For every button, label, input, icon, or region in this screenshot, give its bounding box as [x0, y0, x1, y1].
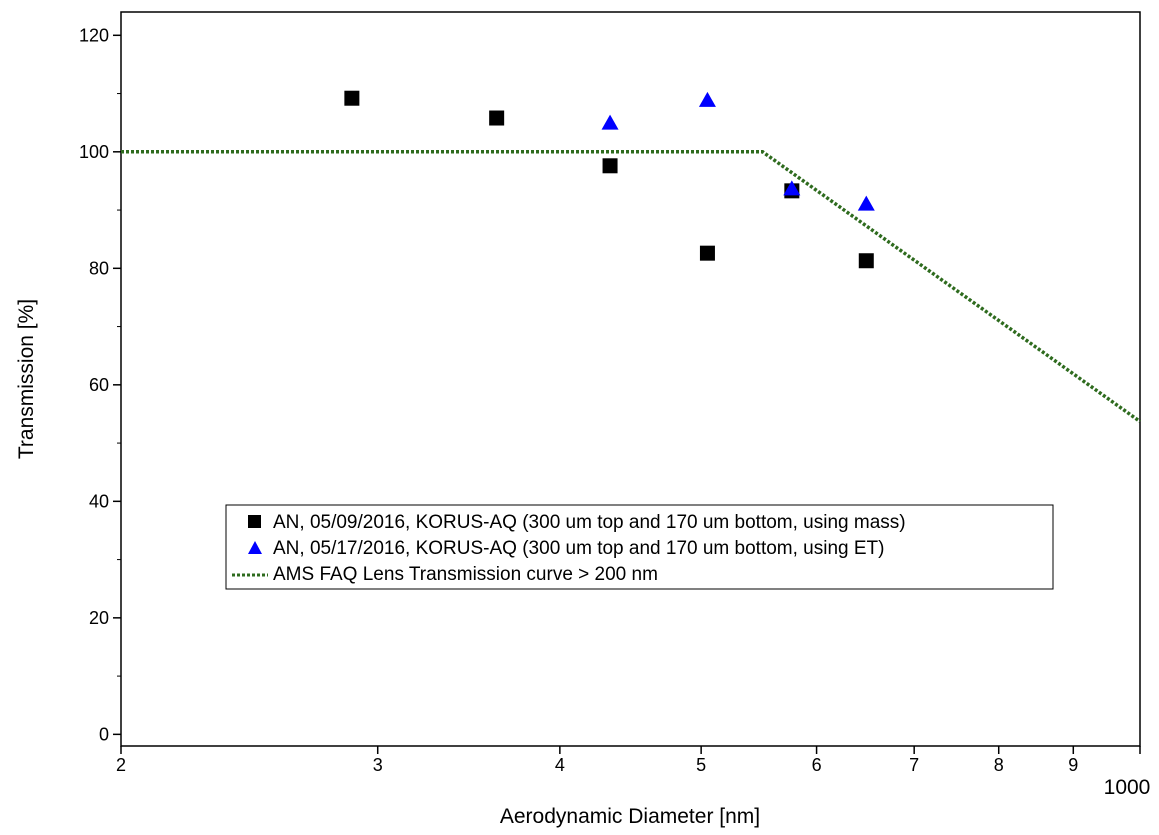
x-tick-label: 7 [909, 755, 919, 775]
series-layer [121, 90, 1142, 423]
x-tick-label: 2 [116, 755, 126, 775]
y-tick-label: 20 [89, 608, 109, 628]
legend-marker-square [248, 515, 261, 528]
square-point [602, 158, 618, 174]
plot-frame [120, 11, 1141, 747]
y-tick-label: 40 [89, 491, 109, 511]
x-tick-label: 9 [1068, 755, 1078, 775]
y-tick-label: 100 [79, 142, 109, 162]
y-axis: 0 20 40 60 80 100 120 [79, 25, 121, 744]
triangle-point [783, 180, 801, 196]
triangle-point [698, 91, 716, 107]
square-point [858, 253, 874, 269]
x-tick-label: 4 [555, 755, 565, 775]
y-tick-label: 60 [89, 375, 109, 395]
y-tick-label: 0 [99, 724, 109, 744]
y-tick-label: 120 [79, 25, 109, 45]
legend-marker-triangle [248, 541, 262, 554]
legend: AN, 05/09/2016, KORUS-AQ (300 um top and… [225, 504, 1054, 590]
square-point [699, 245, 715, 261]
legend-entry-0: AN, 05/09/2016, KORUS-AQ (300 um top and… [273, 512, 906, 533]
transmission-curve-line [121, 150, 1142, 423]
legend-entry-1: AN, 05/17/2016, KORUS-AQ (300 um top and… [273, 538, 884, 559]
legend-entry-2: AMS FAQ Lens Transmission curve > 200 nm [273, 564, 658, 585]
square-point [344, 90, 360, 106]
y-tick-label: 80 [89, 258, 109, 278]
x-tick-label: 8 [994, 755, 1004, 775]
triangle-point [601, 114, 619, 130]
triangle-point [857, 195, 875, 211]
legend-box [225, 504, 1054, 590]
x-axis-label: Aerodynamic Diameter [nm] [500, 805, 760, 828]
x-tick-label: 1000 [1104, 776, 1151, 799]
x-tick-label: 3 [373, 755, 383, 775]
x-tick-label: 6 [812, 755, 822, 775]
x-tick-label: 5 [696, 755, 706, 775]
square-point [489, 110, 505, 126]
x-axis: 2 3 4 5 6 7 8 9 1000 [116, 746, 1150, 799]
y-axis-label: Transmission [%] [15, 299, 38, 459]
